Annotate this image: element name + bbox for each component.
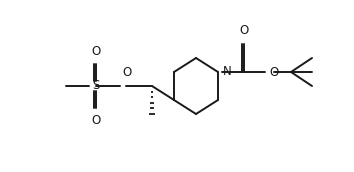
Text: O: O [122,66,132,79]
Text: O: O [91,114,101,127]
Text: O: O [239,24,249,37]
Text: N: N [223,64,232,78]
Text: O: O [269,66,278,78]
Text: S: S [92,78,100,92]
Text: O: O [91,45,101,58]
